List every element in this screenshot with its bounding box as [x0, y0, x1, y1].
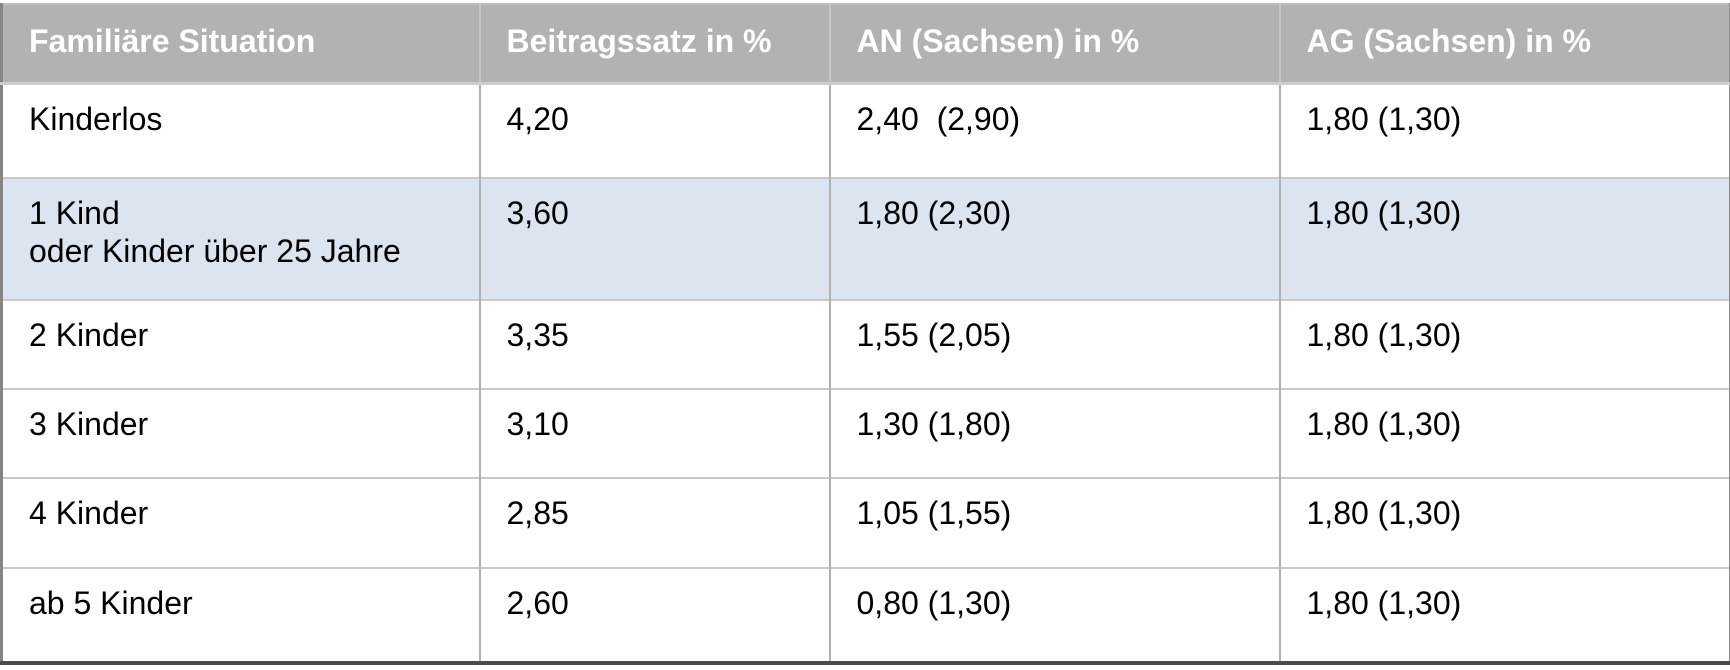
cell-familiaere-situation: 1 Kind oder Kinder über 25 Jahre — [1, 177, 480, 300]
cell-ag-sachsen: 1,80 (1,30) — [1278, 567, 1730, 663]
table-row: 4 Kinder 2,85 1,05 (1,55) 1,80 (1,30) — [1, 477, 1730, 568]
column-header-ag-sachsen: AG (Sachsen) in % — [1278, 4, 1730, 85]
cell-beitragssatz: 3,10 — [478, 388, 830, 478]
table-row: 1 Kind oder Kinder über 25 Jahre 3,60 1,80… — [1, 177, 1730, 300]
cell-beitragssatz: 4,20 — [478, 83, 830, 178]
cell-ag-sachsen: 1,80 (1,30) — [1278, 177, 1730, 300]
cell-an-sachsen: 2,40 (2,90) — [828, 83, 1280, 178]
table-row: 2 Kinder 3,35 1,55 (2,05) 1,80 (1,30) — [1, 299, 1730, 389]
cell-familiaere-situation: ab 5 Kinder — [1, 567, 480, 663]
column-header-beitragssatz: Beitragssatz in % — [478, 4, 830, 85]
cell-ag-sachsen: 1,80 (1,30) — [1278, 299, 1730, 389]
cell-an-sachsen: 1,05 (1,55) — [828, 477, 1280, 568]
cell-an-sachsen: 1,80 (2,30) — [828, 177, 1280, 300]
table-row: 3 Kinder 3,10 1,30 (1,80) 1,80 (1,30) — [1, 388, 1730, 478]
cell-familiaere-situation: Kinderlos — [1, 83, 480, 178]
cell-an-sachsen: 1,30 (1,80) — [828, 388, 1280, 478]
cell-an-sachsen: 0,80 (1,30) — [828, 567, 1280, 663]
cell-ag-sachsen: 1,80 (1,30) — [1278, 477, 1730, 568]
cell-familiaere-situation: 4 Kinder — [1, 477, 480, 568]
cell-ag-sachsen: 1,80 (1,30) — [1278, 388, 1730, 478]
table-row: Kinderlos 4,20 2,40 (2,90) 1,80 (1,30) — [1, 83, 1730, 178]
table-body: Kinderlos 4,20 2,40 (2,90) 1,80 (1,30) 1 Kin… — [1, 83, 1730, 663]
column-header-an-sachsen: AN (Sachsen) in % — [828, 4, 1280, 85]
cell-familiaere-situation: 3 Kinder — [1, 388, 480, 478]
cell-beitragssatz: 2,85 — [478, 477, 830, 568]
cell-ag-sachsen: 1,80 (1,30) — [1278, 83, 1730, 178]
cell-an-sachsen: 1,55 (2,05) — [828, 299, 1280, 389]
table-header: Familiäre Situation Beitragssatz in % AN… — [1, 4, 1730, 85]
cell-familiaere-situation: 2 Kinder — [1, 299, 480, 389]
table-row: ab 5 Kinder 2,60 0,80 (1,30) 1,80 (1,30) — [1, 567, 1730, 663]
table-header-row: Familiäre Situation Beitragssatz in % AN… — [1, 4, 1730, 85]
column-header-familiaere-situation: Familiäre Situation — [1, 4, 480, 85]
cell-beitragssatz: 2,60 — [478, 567, 830, 663]
cell-beitragssatz: 3,60 — [478, 177, 830, 300]
cell-beitragssatz: 3,35 — [478, 299, 830, 389]
contribution-rates-table: Familiäre Situation Beitragssatz in % AN… — [0, 3, 1730, 665]
